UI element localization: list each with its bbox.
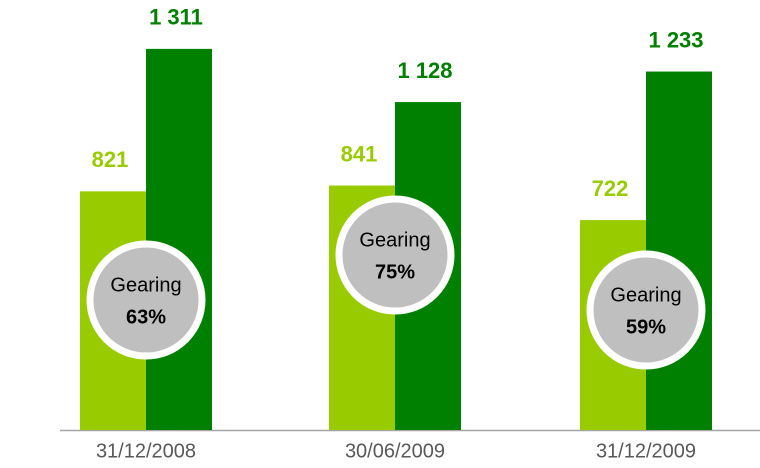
gearing-value: 59% xyxy=(626,316,666,338)
gearing-badge xyxy=(335,195,455,315)
value-label: 1 311 xyxy=(149,5,203,30)
x-tick-label: 30/06/2009 xyxy=(345,440,445,462)
value-label: 1 128 xyxy=(397,58,452,83)
value-label: 821 xyxy=(92,147,129,172)
value-label: 841 xyxy=(341,141,378,166)
gearing-badge xyxy=(86,240,206,360)
gearing-badge xyxy=(586,250,706,370)
gearing-text: Gearing xyxy=(610,284,681,306)
value-label: 1 233 xyxy=(648,27,703,52)
x-tick-label: 31/12/2008 xyxy=(96,440,196,462)
gearing-text: Gearing xyxy=(110,274,181,296)
value-label: 722 xyxy=(592,176,629,201)
bar xyxy=(646,71,712,430)
gearing-value: 75% xyxy=(375,261,415,283)
gearing-value: 63% xyxy=(126,306,166,328)
x-tick-label: 31/12/2009 xyxy=(596,440,696,462)
gearing-text: Gearing xyxy=(359,229,430,251)
bar xyxy=(146,48,212,431)
